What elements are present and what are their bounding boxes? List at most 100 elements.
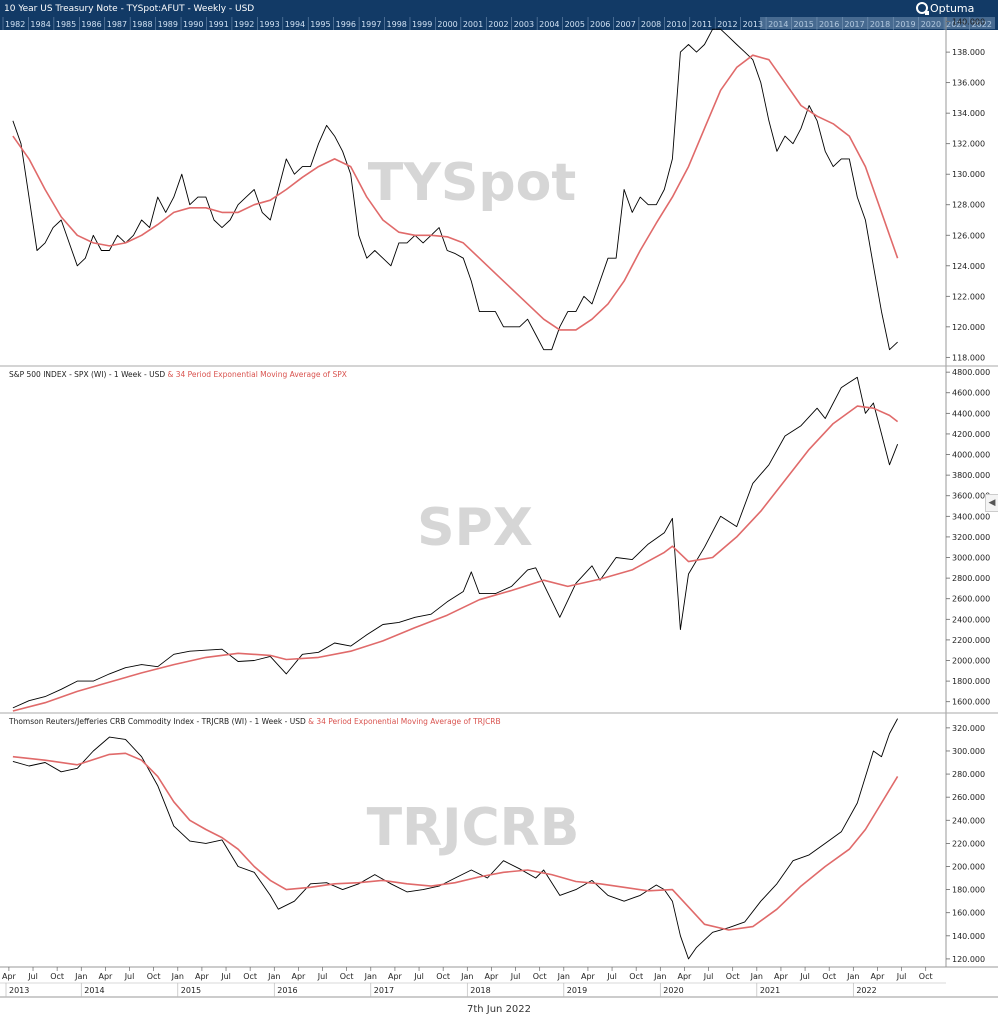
timeline-year-label[interactable]: 2008 xyxy=(641,20,661,29)
y-tick-label: 3200.000 xyxy=(952,533,990,542)
watermark-label: SPX xyxy=(417,498,533,558)
timeline-year-label[interactable]: 2000 xyxy=(437,20,457,29)
y-tick-label: 4000.000 xyxy=(952,451,990,460)
timeline-year-label[interactable]: 1998 xyxy=(387,20,407,29)
y-tick-label: 1600.000 xyxy=(952,698,990,707)
x-tick-label: Jan xyxy=(557,972,570,981)
timeline-year-label[interactable]: 1999 xyxy=(412,20,432,29)
x-tick-label: Jul xyxy=(606,972,617,981)
timeline-year-label[interactable]: 1997 xyxy=(361,20,381,29)
x-tick-label: Apr xyxy=(98,972,113,981)
x-tick-label: Jul xyxy=(799,972,810,981)
year-label: 2019 xyxy=(567,986,587,995)
x-tick-label: Jul xyxy=(510,972,521,981)
y-tick-label: 4600.000 xyxy=(952,389,990,398)
y-tick-label: 3000.000 xyxy=(952,554,990,563)
x-axis: Apr Jul Oct Jan Apr Jul Oct Jan Apr Jul Oct Jan Apr J… xyxy=(0,966,998,998)
year-label: 2020 xyxy=(663,986,683,995)
y-tick-label: 160.000 xyxy=(952,909,985,918)
year-label: 2018 xyxy=(470,986,490,995)
watermark-label: TYSpot xyxy=(368,153,576,213)
x-tick-label: Apr xyxy=(2,972,17,981)
x-tick-label: Apr xyxy=(388,972,403,981)
x-tick-label: Oct xyxy=(50,972,64,981)
timeline-year-label[interactable]: 1996 xyxy=(336,20,356,29)
x-tick-label: Oct xyxy=(340,972,354,981)
timeline-year-label[interactable]: 2012 xyxy=(717,20,737,29)
y-tick-label: 2200.000 xyxy=(952,636,990,645)
timeline-year-label[interactable]: 2005 xyxy=(565,20,585,29)
x-tick-label: Apr xyxy=(581,972,596,981)
y-tick-label: 120.000 xyxy=(952,323,985,332)
timeline-year-label[interactable]: 2016 xyxy=(819,20,839,29)
y-tick-label: 220.000 xyxy=(952,839,985,848)
timeline-year-label[interactable]: 2013 xyxy=(743,20,763,29)
timeline-year-label[interactable]: 1989 xyxy=(158,20,178,29)
timeline-year-label[interactable]: 1986 xyxy=(81,20,101,29)
x-tick-label: Jan xyxy=(171,972,184,981)
ema-line xyxy=(12,54,899,331)
timeline-year-label[interactable]: 1987 xyxy=(107,20,127,29)
x-tick-label: Jan xyxy=(267,972,280,981)
timeline-year-label[interactable]: 1995 xyxy=(310,20,330,29)
x-tick-label: Jul xyxy=(703,972,714,981)
timeline-year-label[interactable]: 2017 xyxy=(844,20,864,29)
timeline-year-label[interactable]: 2001 xyxy=(463,20,483,29)
timeline-year-label[interactable]: 2003 xyxy=(514,20,534,29)
pane-title-main: S&P 500 INDEX - SPX (WI) - 1 Week - USD xyxy=(9,370,168,379)
x-tick-label: Oct xyxy=(726,972,740,981)
x-tick-label: Apr xyxy=(291,972,306,981)
x-tick-label: Oct xyxy=(919,972,933,981)
y-tick-label: 120.000 xyxy=(952,955,985,964)
y-tick-label: 4200.000 xyxy=(952,430,990,439)
y-tick-label: 128.000 xyxy=(952,201,985,210)
y-tick-label: 132.000 xyxy=(952,140,985,149)
page-title: 10 Year US Treasury Note - TYSpot:AFUT -… xyxy=(4,4,254,14)
x-tick-label: Jan xyxy=(846,972,859,981)
year-label: 2021 xyxy=(760,986,780,995)
timeline-year-label[interactable]: 2019 xyxy=(895,20,915,29)
timeline-year-label[interactable]: 1988 xyxy=(132,20,152,29)
timeline-year-label[interactable]: 2020 xyxy=(921,20,941,29)
year-label: 2013 xyxy=(9,986,29,995)
timeline-year-label[interactable]: 2006 xyxy=(590,20,610,29)
timeline-year-label[interactable]: 2010 xyxy=(666,20,686,29)
timeline-year-label[interactable]: 1985 xyxy=(56,20,76,29)
y-tick-label: 300.000 xyxy=(952,747,985,756)
timeline-year-label[interactable]: 2011 xyxy=(692,20,712,29)
x-tick-label: Jan xyxy=(653,972,666,981)
timeline-year-label[interactable]: 1982 xyxy=(5,20,25,29)
timeline-year-label[interactable]: 2002 xyxy=(488,20,508,29)
timeline-year-label[interactable]: 2007 xyxy=(615,20,635,29)
y-tick-label: 4800.000 xyxy=(952,368,990,377)
timeline-visible-range[interactable] xyxy=(760,17,995,29)
timeline-year-label[interactable]: 2022 xyxy=(972,20,992,29)
x-tick-label: Oct xyxy=(147,972,161,981)
y-tick-label: 138.000 xyxy=(952,48,985,57)
x-tick-label: Jul xyxy=(27,972,38,981)
collapse-panel-button[interactable]: ◀ xyxy=(985,494,998,512)
timeline-year-label[interactable]: 1990 xyxy=(183,20,203,29)
ema-line xyxy=(12,405,899,712)
x-tick-label: Jul xyxy=(317,972,328,981)
timeline-year-label[interactable]: 1993 xyxy=(259,20,279,29)
timeline-year-label[interactable]: 2004 xyxy=(539,20,559,29)
timeline-year-label[interactable]: 1991 xyxy=(208,20,228,29)
y-tick-label: 240.000 xyxy=(952,816,985,825)
timeline-year-label[interactable]: 1994 xyxy=(285,20,305,29)
y-tick-label: 130.000 xyxy=(952,170,985,179)
timeline-strip[interactable]: 1982 1984 1985 1986 1987 1988 1989 1990 1991 1992… xyxy=(0,16,998,30)
x-tick-label: Apr xyxy=(485,972,500,981)
timeline-year-label[interactable]: 2018 xyxy=(870,20,890,29)
timeline-year-label[interactable]: 1984 xyxy=(30,20,50,29)
timeline-year-label[interactable]: 1992 xyxy=(234,20,254,29)
y-tick-label: 180.000 xyxy=(952,886,985,895)
price-line xyxy=(12,718,898,960)
timeline-year-label[interactable]: 2015 xyxy=(794,20,814,29)
y-tick-label: 4400.000 xyxy=(952,409,990,418)
timeline-year-label[interactable]: 2021 xyxy=(946,20,966,29)
timeline-year-label[interactable]: 2014 xyxy=(768,20,788,29)
y-tick-label: 1800.000 xyxy=(952,677,990,686)
year-label: 2015 xyxy=(181,986,201,995)
